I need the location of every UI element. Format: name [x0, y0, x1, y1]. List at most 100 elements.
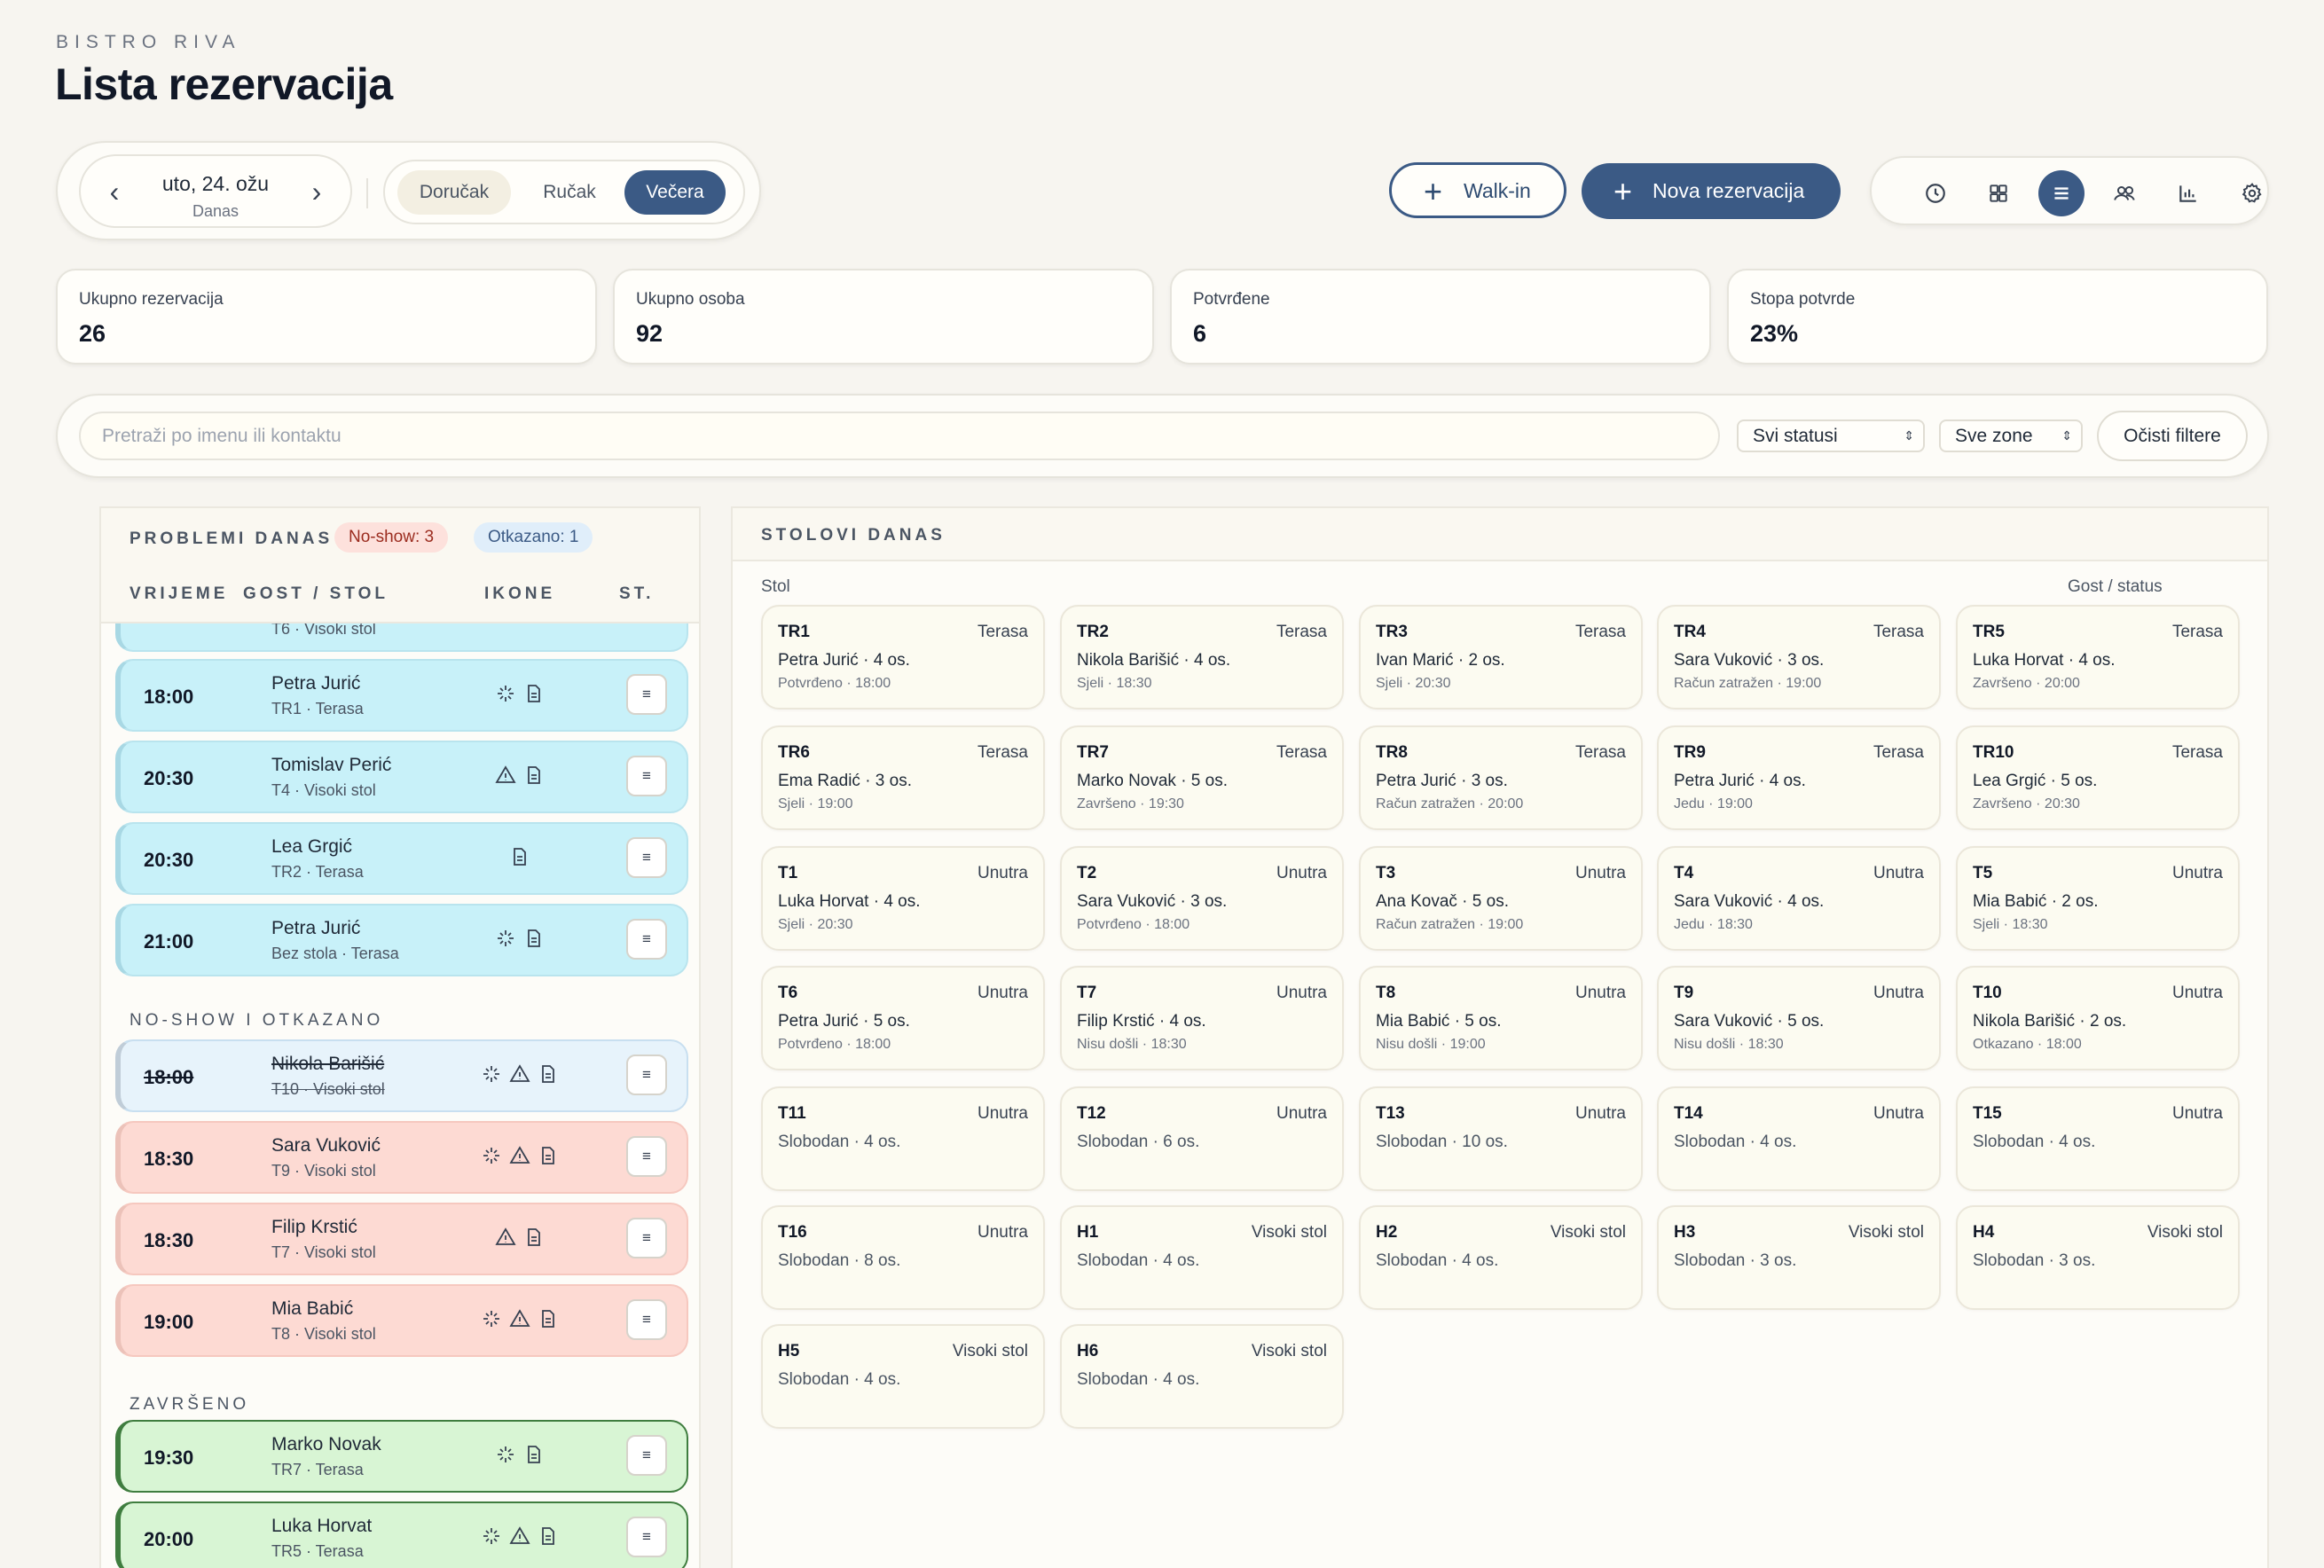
table-card[interactable]: T9 Unutra Sara Vuković · 5 os. Nisu došli ·… — [1657, 966, 1941, 1070]
table-free-capacity: Slobodan · 4 os. — [1077, 1370, 1200, 1389]
table-card[interactable]: H5 Visoki stol Slobodan · 4 os. — [761, 1324, 1045, 1429]
status-menu-button[interactable]: ≡ — [626, 1136, 667, 1177]
table-card[interactable]: H1 Visoki stol Slobodan · 4 os. — [1060, 1205, 1344, 1310]
table-row[interactable]: 20:30 Tomislav Perić T4 · Visoki stol ≡ — [115, 741, 688, 813]
table-guest: Mia Babić · 5 os. — [1376, 1012, 1502, 1031]
table-row[interactable]: 19:00 Mia Babić T8 · Visoki stol ≡ — [115, 1284, 688, 1357]
status-menu-button[interactable]: ≡ — [626, 1218, 667, 1258]
table-card[interactable]: T14 Unutra Slobodan · 4 os. — [1657, 1086, 1941, 1191]
table-card[interactable]: TR10 Terasa Lea Grgić · 5 os. Završeno · 20… — [1956, 725, 2240, 830]
table-card[interactable]: T5 Unutra Mia Babić · 2 os. Sjeli · 18:30 — [1956, 846, 2240, 951]
status-menu-button[interactable]: ≡ — [626, 674, 667, 715]
table-row[interactable]: 18:30 Filip Krstić T7 · Visoki stol ≡ — [115, 1203, 688, 1275]
table-card[interactable]: TR1 Terasa Petra Jurić · 4 os. Potvrđeno · … — [761, 605, 1045, 710]
table-id: T13 — [1376, 1104, 1405, 1123]
table-id: T16 — [778, 1223, 807, 1242]
reservation-list[interactable]: T6 · Visoki stol 18:00 Petra Jurić TR1 · T… — [101, 508, 699, 1568]
table-row[interactable]: 19:30 Marko Novak TR7 · Terasa ≡ — [115, 1420, 688, 1493]
table-id: H4 — [1973, 1223, 1995, 1242]
search-input[interactable]: Pretraži po imenu ili kontaktu — [79, 412, 1720, 460]
note-icon — [538, 1525, 559, 1551]
clock-icon[interactable] — [1912, 170, 1959, 216]
table-zone: Terasa — [977, 623, 1028, 641]
table-card[interactable]: T10 Unutra Nikola Barišić · 2 os. Otkazano … — [1956, 966, 2240, 1070]
table-status: Otkazano · 18:00 — [1973, 1037, 2082, 1052]
sparkle-icon — [495, 683, 516, 709]
new-reservation-button[interactable]: + Nova rezervacija — [1582, 163, 1841, 219]
table-id: H6 — [1077, 1342, 1099, 1360]
walk-in-button[interactable]: + Walk-in — [1389, 162, 1566, 218]
tab-dinner[interactable]: Večera — [624, 170, 726, 215]
chart-icon[interactable] — [2165, 170, 2211, 216]
table-row[interactable]: 18:00 Petra Jurić TR1 · Terasa ≡ — [115, 659, 688, 732]
table-row[interactable]: 20:30 Lea Grgić TR2 · Terasa ≡ — [115, 822, 688, 895]
table-row[interactable]: 20:00 Luka Horvat TR5 · Terasa ≡ — [115, 1501, 688, 1568]
table-card[interactable]: T12 Unutra Slobodan · 6 os. — [1060, 1086, 1344, 1191]
table-card[interactable]: TR6 Terasa Ema Radić · 3 os. Sjeli · 19:00 — [761, 725, 1045, 830]
table-card[interactable]: T3 Unutra Ana Kovač · 5 os. Račun zatražen … — [1359, 846, 1643, 951]
status-menu-button[interactable]: ≡ — [626, 1517, 667, 1557]
table-card[interactable]: H3 Visoki stol Slobodan · 3 os. — [1657, 1205, 1941, 1310]
sparkle-icon — [481, 1308, 502, 1334]
tab-breakfast[interactable]: Doručak — [397, 170, 511, 215]
row-table-zone: TR5 · Terasa — [271, 1542, 364, 1560]
table-guest: Mia Babić · 2 os. — [1973, 892, 2099, 911]
table-zone: Visoki stol — [1251, 1342, 1327, 1360]
table-guest: Petra Jurić · 3 os. — [1376, 772, 1508, 790]
zone-filter-select[interactable]: Sve zone ⇕ — [1939, 419, 2083, 452]
tab-lunch[interactable]: Ručak — [543, 182, 596, 202]
table-card[interactable]: T11 Unutra Slobodan · 4 os. — [761, 1086, 1045, 1191]
gear-icon[interactable] — [2229, 170, 2275, 216]
table-card[interactable]: T1 Unutra Luka Horvat · 4 os. Sjeli · 20:30 — [761, 846, 1045, 951]
status-filter-select[interactable]: Svi statusi ⇕ — [1737, 419, 1925, 452]
table-card[interactable]: TR7 Terasa Marko Novak · 5 os. Završeno · 1… — [1060, 725, 1344, 830]
col-guest-status: Gost / status — [2068, 577, 2163, 596]
grid-icon[interactable] — [1975, 170, 2022, 216]
table-card[interactable]: T8 Unutra Mia Babić · 5 os. Nisu došli · 19… — [1359, 966, 1643, 1070]
next-day-icon[interactable]: › — [311, 176, 322, 208]
sparkle-icon — [481, 1525, 502, 1551]
table-id: TR10 — [1973, 743, 2014, 762]
table-row[interactable]: 21:00 Petra Jurić Bez stola · Terasa ≡ — [115, 904, 688, 976]
table-status: Račun zatražen · 20:00 — [1376, 796, 1524, 811]
status-menu-button[interactable]: ≡ — [626, 919, 667, 960]
table-card[interactable]: TR5 Terasa Luka Horvat · 4 os. Završeno · 2… — [1956, 605, 2240, 710]
table-card[interactable]: TR3 Terasa Ivan Marić · 2 os. Sjeli · 20:30 — [1359, 605, 1643, 710]
list-icon[interactable] — [2038, 170, 2085, 216]
table-card[interactable]: H6 Visoki stol Slobodan · 4 os. — [1060, 1324, 1344, 1429]
table-card[interactable]: TR4 Terasa Sara Vuković · 3 os. Račun zatra… — [1657, 605, 1941, 710]
status-menu-button[interactable]: ≡ — [626, 837, 667, 878]
table-zone: Unutra — [1574, 864, 1626, 882]
table-free-capacity: Slobodan · 4 os. — [778, 1370, 901, 1389]
warning-icon — [495, 1227, 516, 1252]
table-card[interactable]: T2 Unutra Sara Vuković · 3 os. Potvrđeno · … — [1060, 846, 1344, 951]
table-card[interactable]: T6 Unutra Petra Jurić · 5 os. Potvrđeno · 1… — [761, 966, 1045, 1070]
table-row[interactable]: 18:00 Nikola Barišić T10 · Visoki stol ≡ — [115, 1039, 688, 1112]
prev-day-icon[interactable]: ‹ — [109, 176, 120, 208]
table-card[interactable]: TR2 Terasa Nikola Barišić · 4 os. Sjeli · 1… — [1060, 605, 1344, 710]
table-card[interactable]: T15 Unutra Slobodan · 4 os. — [1956, 1086, 2240, 1191]
table-card[interactable]: T4 Unutra Sara Vuković · 4 os. Jedu · 18:30 — [1657, 846, 1941, 951]
table-card[interactable]: T7 Unutra Filip Krstić · 4 os. Nisu došli ·… — [1060, 966, 1344, 1070]
status-menu-button[interactable]: ≡ — [626, 756, 667, 796]
problems-panel: T6 · Visoki stol 18:00 Petra Jurić TR1 · T… — [99, 506, 701, 1568]
clear-filters-button[interactable]: Očisti filtere — [2097, 411, 2248, 461]
status-menu-button[interactable]: ≡ — [626, 1435, 667, 1476]
table-row[interactable]: 18:30 Sara Vuković T9 · Visoki stol ≡ — [115, 1121, 688, 1194]
users-icon[interactable] — [2102, 170, 2148, 216]
table-card[interactable]: T16 Unutra Slobodan · 8 os. — [761, 1205, 1045, 1310]
view-switcher — [1870, 156, 2269, 225]
status-menu-button[interactable]: ≡ — [626, 1054, 667, 1095]
table-zone: Terasa — [1873, 623, 1924, 641]
table-free-capacity: Slobodan · 6 os. — [1077, 1133, 1200, 1151]
table-guest: Ana Kovač · 5 os. — [1376, 892, 1509, 911]
table-card[interactable]: TR8 Terasa Petra Jurić · 3 os. Račun zatraž… — [1359, 725, 1643, 830]
col-time: VRIJEME — [130, 584, 229, 603]
table-card[interactable]: H2 Visoki stol Slobodan · 4 os. — [1359, 1205, 1643, 1310]
table-free-capacity: Slobodan · 4 os. — [1376, 1251, 1499, 1270]
note-icon — [523, 1444, 545, 1470]
table-card[interactable]: T13 Unutra Slobodan · 10 os. — [1359, 1086, 1643, 1191]
table-card[interactable]: H4 Visoki stol Slobodan · 3 os. — [1956, 1205, 2240, 1310]
table-card[interactable]: TR9 Terasa Petra Jurić · 4 os. Jedu · 19:00 — [1657, 725, 1941, 830]
status-menu-button[interactable]: ≡ — [626, 1299, 667, 1340]
